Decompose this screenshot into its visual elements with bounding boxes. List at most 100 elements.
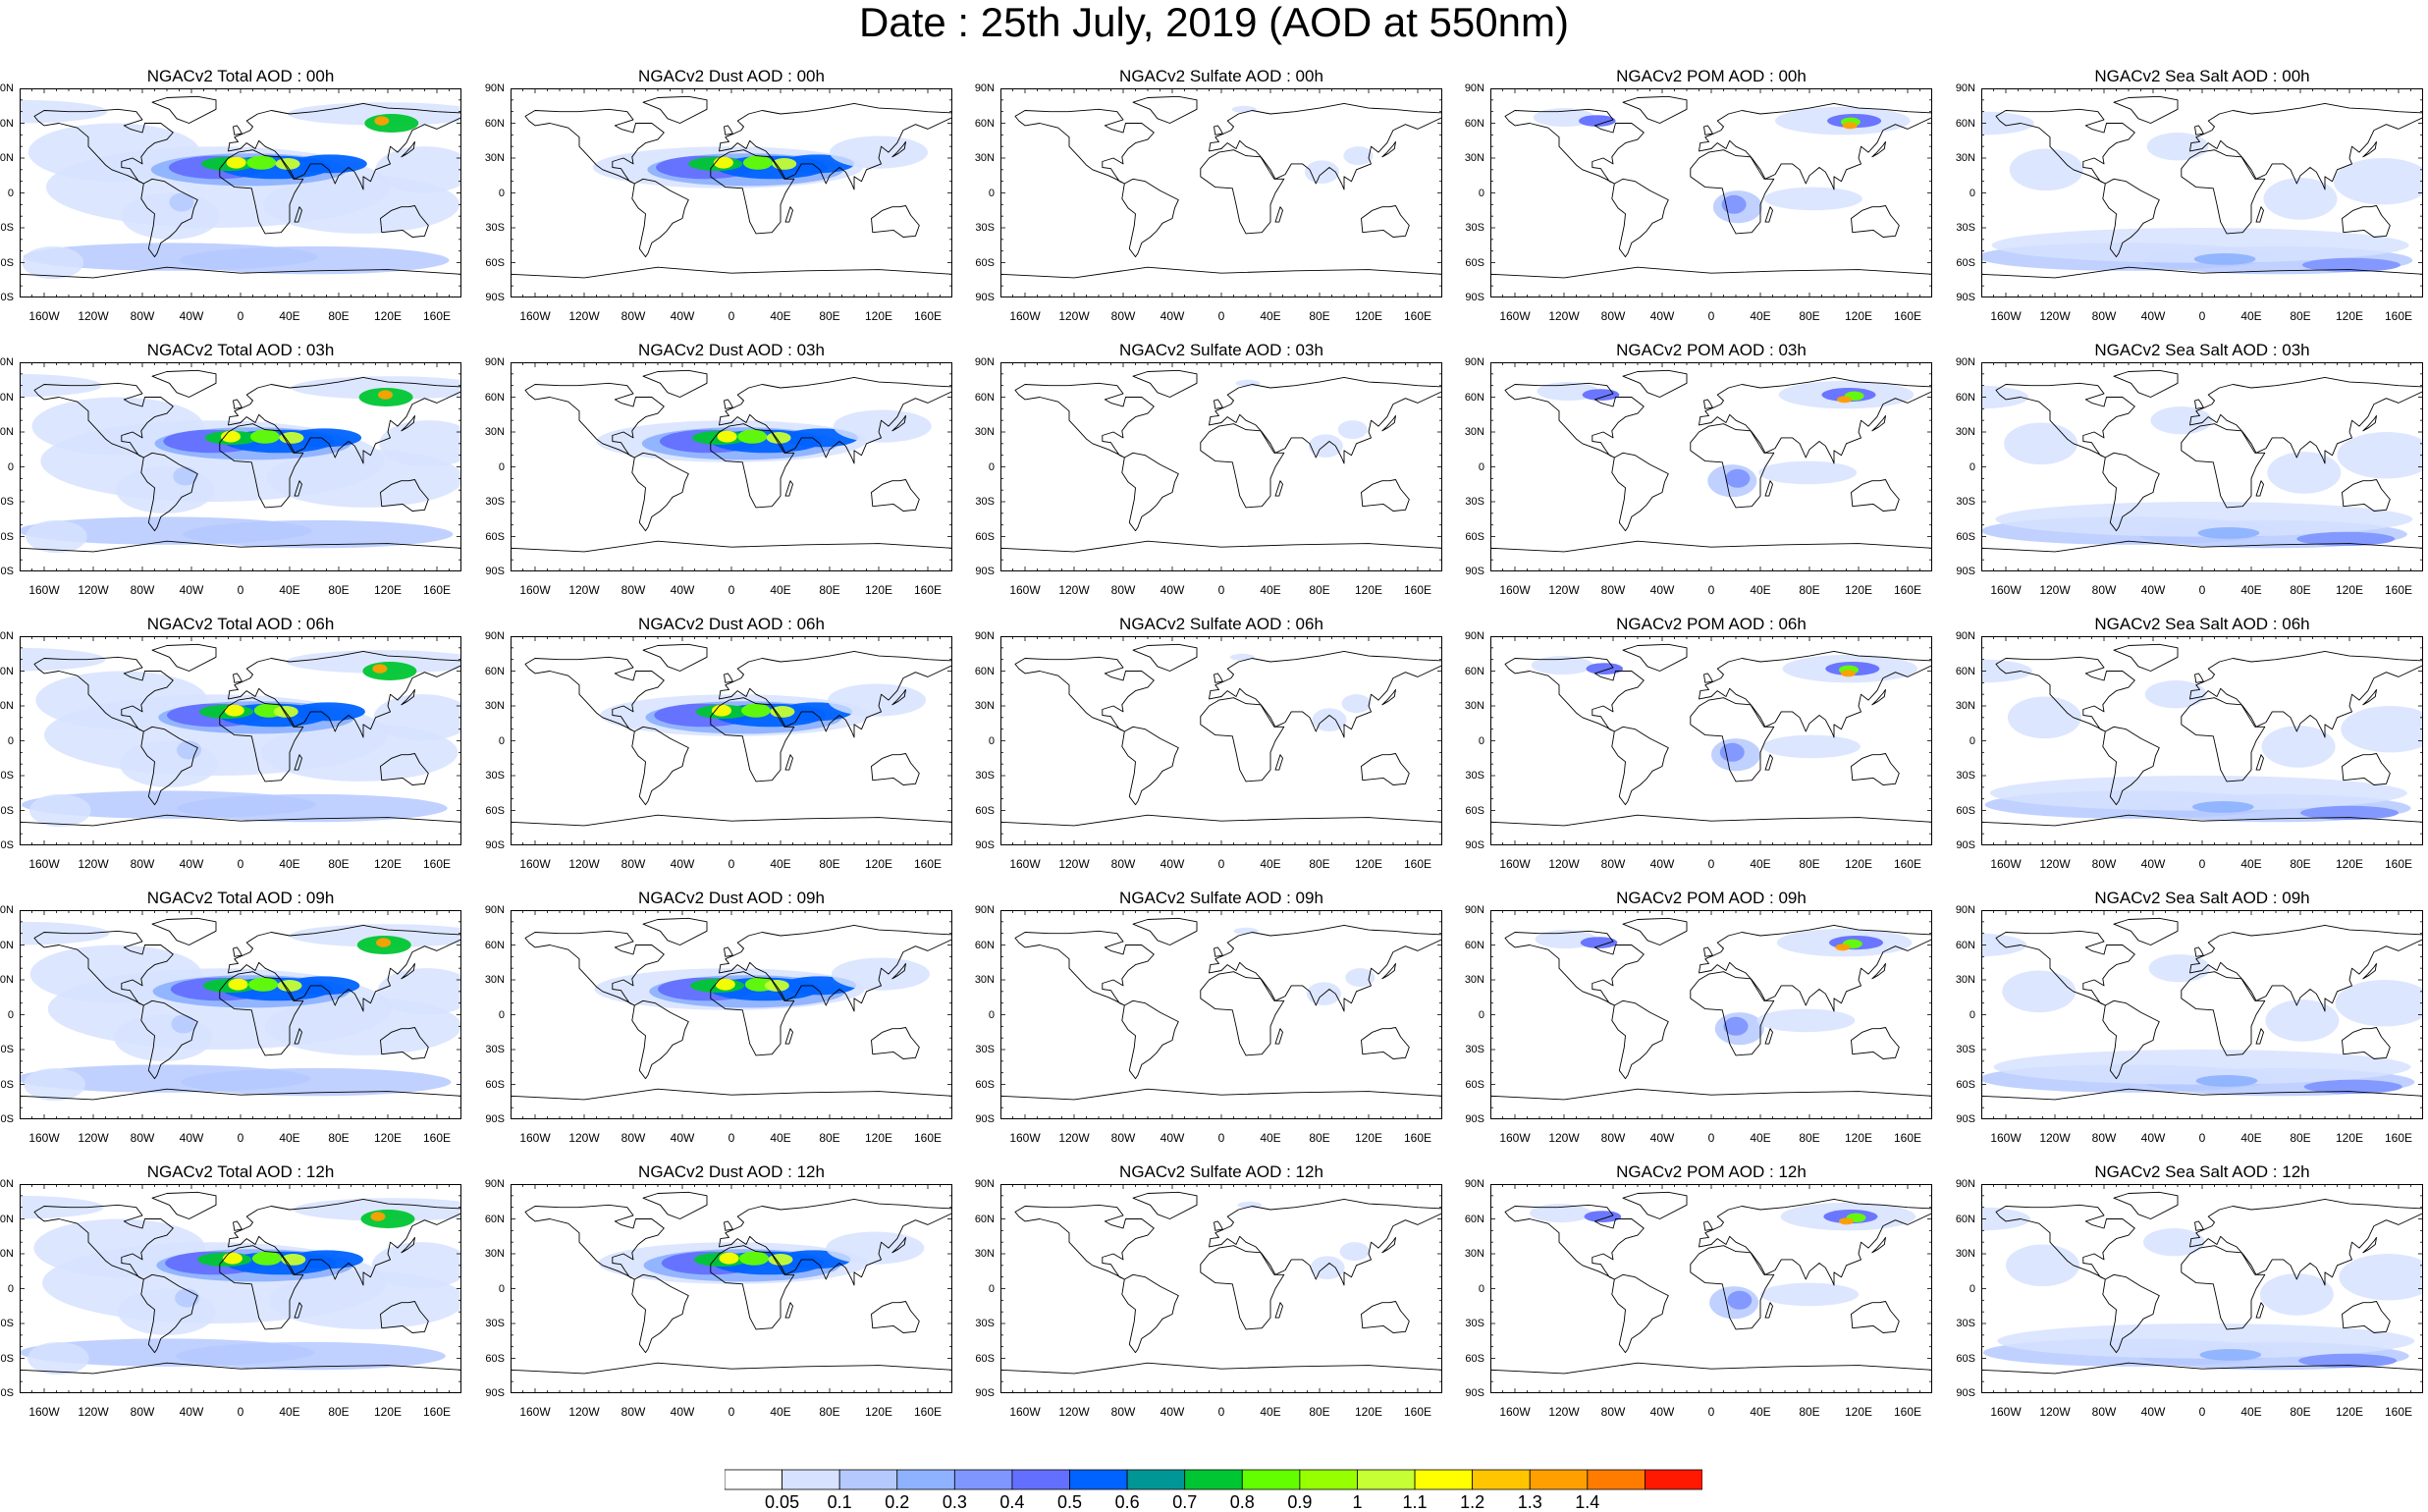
coastline-madagascar xyxy=(784,754,793,771)
lon-tick-label: 40E xyxy=(2240,309,2262,323)
coastline-na xyxy=(1014,656,1155,732)
lon-tick-label: 80W xyxy=(2091,857,2117,871)
aod-plume xyxy=(828,683,927,717)
lat-tick-label: 30S xyxy=(1465,222,1484,234)
panel-title: NGACv2 Total AOD : 06h xyxy=(146,615,335,633)
lat-tick-label: 0 xyxy=(7,734,14,747)
lat-tick-label: 60N xyxy=(1464,1213,1484,1225)
aod-plume xyxy=(2002,970,2077,1013)
lat-tick-label: 60N xyxy=(0,1213,14,1225)
coastline-eurasia xyxy=(2189,376,2423,464)
lat-tick-label: 90N xyxy=(1464,630,1484,642)
lat-tick-label: 0 xyxy=(1969,1008,1975,1021)
aod-plume xyxy=(713,156,733,169)
coastline-antarctica xyxy=(511,1362,952,1393)
coastline-madagascar xyxy=(1764,1028,1773,1045)
lat-tick-label: 30N xyxy=(1955,1248,1975,1260)
coastline-japan xyxy=(2362,414,2377,432)
lon-tick-label: 40W xyxy=(2140,1131,2166,1145)
lat-tick-label: 30S xyxy=(0,222,14,234)
lon-tick-label: 160E xyxy=(422,1405,452,1419)
aod-plume xyxy=(737,429,768,444)
lat-tick-label: 90S xyxy=(1465,292,1484,303)
lon-tick-label: 160W xyxy=(1990,857,2022,871)
lon-tick-label: 160E xyxy=(2384,1131,2413,1145)
lon-tick-label: 120E xyxy=(1844,583,1873,597)
lon-tick-label: 120W xyxy=(1058,857,1090,871)
coastline-madagascar xyxy=(1764,480,1773,497)
aod-map xyxy=(1981,362,2423,571)
lon-tick-label: 80E xyxy=(328,309,350,323)
coastline-na xyxy=(524,656,665,732)
lon-tick-label: 120W xyxy=(1548,857,1580,871)
lon-tick-label: 80W xyxy=(620,857,646,871)
lat-tick-label: 0 xyxy=(1969,734,1975,747)
coastline-uk xyxy=(233,1220,243,1231)
coastline-antarctica xyxy=(511,814,952,845)
aod-plume xyxy=(293,154,367,174)
map-panel-total-2: NGACv2 Total AOD : 06h 90N 60N 30N 0 30S 60S 90… xyxy=(0,615,461,872)
coastline-eurasia xyxy=(1699,102,1932,190)
lat-tick-label: 0 xyxy=(498,1282,505,1295)
lon-tick-label: 40W xyxy=(1649,857,1675,871)
lon-tick-label: 120W xyxy=(1548,583,1580,597)
lon-tick-label: 120W xyxy=(1058,583,1090,597)
coastline-sa xyxy=(1121,452,1179,532)
coastline-greenland xyxy=(1132,643,1198,672)
lat-tick-label: 90S xyxy=(1956,292,1975,303)
aod-map xyxy=(511,362,952,571)
lon-tick-label: 40E xyxy=(2240,1131,2262,1145)
coastline-australia xyxy=(1851,205,1900,238)
lon-tick-label: 0 xyxy=(237,857,244,871)
lat-tick-label: 30S xyxy=(485,496,505,508)
aod-map xyxy=(1000,362,1442,571)
lat-tick-label: 0 xyxy=(7,460,14,473)
lat-tick-label: 60N xyxy=(974,665,995,677)
coastline-eurasia xyxy=(719,924,952,1012)
colorbar-box xyxy=(1299,1469,1358,1490)
aod-plume xyxy=(2301,257,2401,272)
coastline-na xyxy=(33,930,174,1006)
lat-tick-label: 60S xyxy=(975,804,995,817)
coastline-sa xyxy=(2102,452,2160,532)
aod-plume xyxy=(221,430,241,443)
lat-tick-label: 90S xyxy=(1465,1387,1484,1399)
coastline-uk xyxy=(1214,946,1223,957)
panel-title: NGACv2 Dust AOD : 09h xyxy=(638,889,825,907)
aod-plume xyxy=(2333,158,2423,205)
coastline-antarctica xyxy=(1490,1088,1932,1119)
map-panel-seasalt-0: NGACv2 Sea Salt AOD : 00h 90N 60N 30N 0 30S 60… xyxy=(1956,67,2423,324)
coastline-australia xyxy=(1851,753,1900,785)
lon-tick-label: 40W xyxy=(179,1405,204,1419)
coastline-antarctica xyxy=(1981,1362,2423,1393)
coastline-australia xyxy=(871,479,920,512)
lat-tick-label: 30S xyxy=(975,222,995,234)
aod-plume xyxy=(378,390,393,400)
lon-tick-label: 40W xyxy=(1649,1405,1675,1419)
lon-tick-label: 120W xyxy=(78,1131,109,1145)
lat-tick-label: 30S xyxy=(975,770,995,782)
lat-tick-label: 30S xyxy=(0,770,14,782)
aod-plume xyxy=(1719,742,1745,762)
coastline-eurasia xyxy=(719,376,952,464)
aod-plume xyxy=(1233,927,1259,935)
coastline-antarctica xyxy=(511,540,952,571)
aod-plume xyxy=(739,1251,770,1266)
coastline-australia xyxy=(1851,479,1900,512)
lon-tick-label: 80W xyxy=(620,583,646,597)
coastline-eurasia xyxy=(228,924,461,1012)
lat-tick-label: 90S xyxy=(485,566,505,577)
lon-tick-label: 80W xyxy=(130,309,155,323)
lat-tick-label: 30S xyxy=(1465,770,1484,782)
coastline-africa xyxy=(2181,149,2266,235)
coastline-eurasia xyxy=(228,102,461,190)
lat-tick-label: 30S xyxy=(485,222,505,234)
map-panel-dust-2: NGACv2 Dust AOD : 06h 90N 60N 30N 0 30S 60S 90S… xyxy=(485,615,952,872)
lon-tick-label: 40E xyxy=(770,1405,791,1419)
coastline-greenland xyxy=(1132,1191,1198,1219)
lat-tick-label: 0 xyxy=(7,1008,14,1021)
aod-plume xyxy=(2150,406,2213,435)
coastline-greenland xyxy=(1132,95,1198,124)
panel-title: NGACv2 Sea Salt AOD : 09h xyxy=(2094,889,2310,907)
coastline-uk xyxy=(233,946,243,957)
